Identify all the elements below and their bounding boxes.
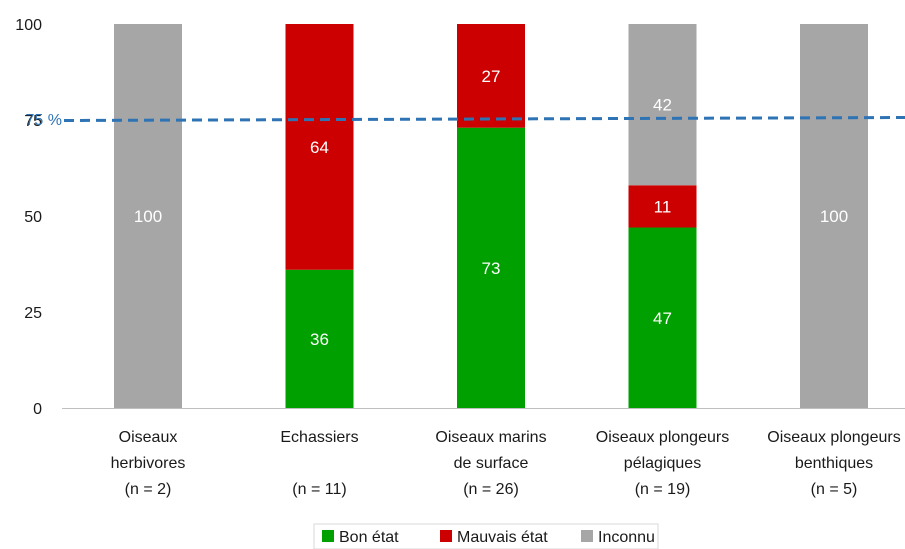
data-label: 100 — [134, 207, 162, 226]
x-category-label: Oiseaux — [119, 429, 178, 446]
x-category-label: Oiseaux plongeurs — [767, 429, 900, 446]
y-tick-label: 75 — [24, 113, 42, 130]
data-label: 27 — [482, 67, 501, 86]
x-category-label: (n = 11) — [292, 481, 346, 498]
reference-line-group: 75 % — [26, 112, 905, 129]
x-category-label: benthiques — [795, 455, 873, 472]
bar-segment — [457, 127, 525, 409]
y-tick-label: 100 — [15, 17, 42, 34]
bar-segment — [457, 24, 525, 128]
bar-segment — [114, 24, 182, 408]
legend-swatch — [581, 530, 593, 542]
reference-line — [63, 116, 905, 122]
legend-box — [313, 523, 659, 549]
x-category-label: Echassiers — [280, 429, 358, 446]
x-category-label: (n = 5) — [811, 481, 858, 498]
bar-segment — [628, 185, 697, 228]
y-tick-label: 50 — [24, 209, 42, 226]
legend-swatch — [440, 530, 452, 542]
data-label: 42 — [653, 96, 672, 115]
x-category-label: (n = 19) — [635, 481, 691, 498]
x-category-label: pélagiques — [624, 455, 701, 472]
x-axis-categories: Oiseaux herbivores (n = 2) Echassiers (n = 1… — [111, 429, 901, 498]
x-category-label: (n = 2) — [125, 481, 172, 498]
data-label: 64 — [310, 138, 329, 157]
data-labels: 100 36 64 73 27 47 11 42 100 — [134, 67, 848, 349]
bar-segment — [285, 24, 354, 270]
legend-label: Mauvais état — [457, 529, 548, 546]
bars — [114, 24, 868, 409]
legend-label: Inconnu — [598, 529, 655, 546]
x-category-label: Oiseaux plongeurs — [596, 429, 729, 446]
x-category-label: herbivores — [111, 455, 186, 472]
legend: Bon état Mauvais état Inconnu — [313, 523, 659, 549]
data-label: 36 — [310, 330, 329, 349]
data-label: 73 — [482, 259, 501, 278]
legend-label: Bon état — [339, 529, 399, 546]
data-label: 47 — [653, 309, 672, 328]
data-label: 11 — [654, 197, 672, 216]
y-tick-label: 25 — [24, 305, 42, 322]
x-category-label: de surface — [454, 455, 529, 472]
axes: 0 25 50 75 100 — [15, 17, 905, 418]
bar-segment — [628, 24, 697, 186]
bar-segment — [800, 24, 868, 408]
legend-swatch — [322, 530, 334, 542]
data-label: 100 — [820, 207, 848, 226]
bar-segment — [285, 269, 354, 408]
y-tick-label: 0 — [33, 401, 42, 418]
bar-segment — [628, 227, 697, 408]
reference-line-label: 75 % — [26, 112, 62, 129]
x-category-label: (n = 26) — [463, 481, 519, 498]
x-category-label: Oiseaux marins — [435, 429, 546, 446]
